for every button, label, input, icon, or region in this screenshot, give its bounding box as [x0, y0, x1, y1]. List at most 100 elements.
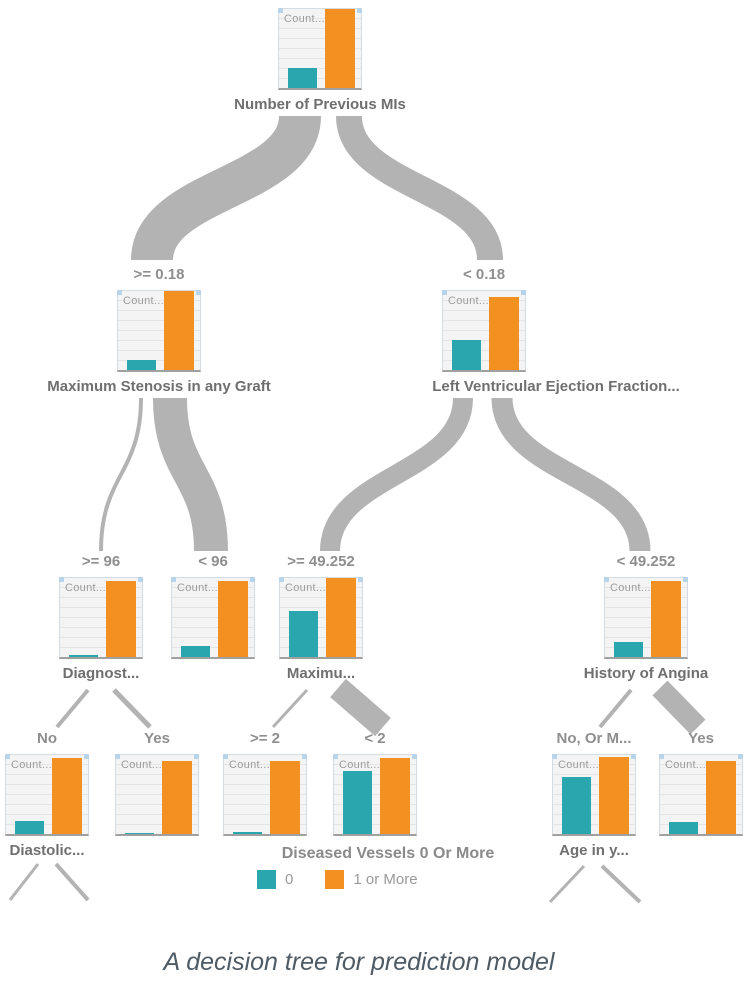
selection-handle-icon: [683, 577, 688, 582]
bar-0: [15, 820, 44, 834]
node-chart-title: Count...: [177, 582, 218, 594]
node-chart-title: Count...: [65, 582, 106, 594]
selection-handle-icon: [196, 290, 201, 295]
node-chart[interactable]: Count...: [115, 754, 199, 836]
tree-node-diastolic: No Count... Diastolic...: [5, 730, 89, 859]
tree-node-lt96: < 96 Count...: [171, 553, 255, 659]
bar-0: [233, 832, 262, 834]
branch-label: >= 49.252: [287, 553, 355, 570]
bar-0: [614, 642, 643, 657]
selection-handle-icon: [357, 8, 362, 13]
node-label: History of Angina: [583, 665, 709, 682]
tree-node-root: Count... Number of Previous MIs: [234, 8, 406, 113]
tree-link: [330, 678, 391, 737]
tree-link: [99, 397, 143, 552]
selection-handle-icon: [194, 754, 199, 759]
tree-link: [598, 688, 633, 729]
bar-1-or-more: [52, 758, 82, 834]
node-label: Number of Previous MIs: [234, 96, 406, 113]
node-chart-title: Count...: [121, 759, 162, 771]
bar-0: [289, 611, 318, 657]
selection-handle-icon: [5, 754, 10, 759]
branch-label: >= 0.18: [133, 266, 185, 283]
selection-handle-icon: [59, 577, 64, 582]
tree-link: [320, 397, 473, 552]
bar-1-or-more: [218, 581, 248, 657]
node-chart[interactable]: Count...: [117, 290, 201, 372]
node-chart-title: Count...: [558, 759, 599, 771]
bar-0: [343, 770, 372, 834]
legend-title: Diseased Vessels 0 Or More: [281, 845, 495, 862]
selection-handle-icon: [278, 8, 283, 13]
tree-link: [131, 113, 321, 263]
node-label: Left Ventricular Ejection Fraction...: [432, 378, 680, 395]
node-chart-title: Count...: [285, 582, 326, 594]
bar-1-or-more: [706, 760, 736, 834]
tree-node-lt2: < 2 Count...: [333, 730, 417, 836]
bar-1-or-more: [326, 578, 356, 657]
legend-item-0: 0: [257, 870, 293, 889]
tree-node-lvef: < 0.18 Count... Left Ventricular Ejectio…: [432, 266, 680, 395]
node-chart[interactable]: Count...: [333, 754, 417, 836]
bar-0: [127, 359, 156, 370]
selection-handle-icon: [171, 577, 176, 582]
legend-item-1: 1 or More: [325, 870, 418, 889]
node-chart[interactable]: Count...: [279, 577, 363, 659]
tree-link: [491, 397, 651, 552]
selection-handle-icon: [115, 754, 120, 759]
bar-1-or-more: [164, 291, 194, 370]
node-chart[interactable]: Count...: [552, 754, 636, 836]
selection-handle-icon: [552, 754, 557, 759]
bar-1-or-more: [651, 581, 681, 657]
node-chart[interactable]: Count...: [659, 754, 743, 836]
node-chart-title: Count...: [448, 295, 489, 307]
node-chart[interactable]: Count...: [171, 577, 255, 659]
node-chart-title: Count...: [610, 582, 651, 594]
tree-node-stenosis: >= 0.18 Count... Maximum Stenosis in any…: [47, 266, 270, 395]
node-label: Maximum Stenosis in any Graft: [47, 378, 271, 395]
legend-swatch-teal: [257, 870, 276, 889]
node-chart[interactable]: Count...: [5, 754, 89, 836]
tree-link: [54, 862, 90, 902]
selection-handle-icon: [442, 290, 447, 295]
branch-label: >= 96: [81, 553, 121, 570]
selection-handle-icon: [358, 577, 363, 582]
tree-node-maximu: >= 49.252 Count... Maximu...: [279, 553, 363, 682]
node-chart[interactable]: Count...: [442, 290, 526, 372]
node-chart[interactable]: Count...: [223, 754, 307, 836]
selection-handle-icon: [412, 754, 417, 759]
branch-label: >= 2: [249, 730, 281, 747]
bar-0: [69, 655, 98, 657]
node-label: Diastolic...: [9, 842, 85, 859]
selection-handle-icon: [302, 754, 307, 759]
branch-label: < 96: [198, 553, 228, 570]
node-chart-title: Count...: [11, 759, 52, 771]
tree-link: [600, 864, 642, 904]
figure-caption: A decision tree for prediction model: [163, 948, 555, 976]
node-label: Age in y...: [559, 842, 629, 859]
node-label: Diagnost...: [62, 665, 140, 682]
node-chart[interactable]: Count...: [59, 577, 143, 659]
branch-label: < 49.252: [616, 553, 676, 570]
selection-handle-icon: [250, 577, 255, 582]
legend-swatch-orange: [325, 870, 345, 889]
bar-0: [562, 777, 591, 834]
tree-node-ge2: >= 2 Count...: [223, 730, 307, 836]
legend-label-0: 0: [285, 871, 294, 888]
node-chart-title: Count...: [229, 759, 270, 771]
bar-1-or-more: [599, 757, 629, 834]
selection-handle-icon: [279, 577, 284, 582]
legend: 0 1 or More: [257, 870, 440, 889]
tree-node-noorm: No, Or M... Count... Age in y...: [552, 730, 636, 859]
node-chart-title: Count...: [284, 13, 325, 25]
branch-label: Yes: [144, 730, 170, 747]
branch-label: < 2: [364, 730, 386, 747]
selection-handle-icon: [138, 577, 143, 582]
bar-1-or-more: [325, 9, 355, 88]
selection-handle-icon: [117, 290, 122, 295]
node-chart[interactable]: Count...: [278, 8, 362, 90]
bar-0: [669, 822, 698, 834]
node-chart[interactable]: Count...: [604, 577, 688, 659]
tree-link: [112, 688, 152, 729]
